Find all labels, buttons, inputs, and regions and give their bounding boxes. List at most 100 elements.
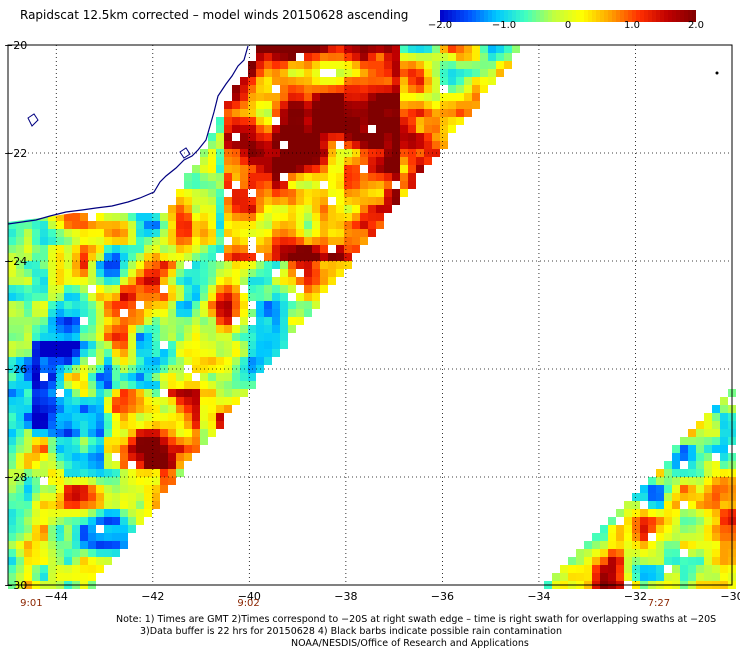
swath-cell (232, 157, 240, 165)
swath-cell (304, 157, 312, 165)
swath-cell (16, 269, 24, 277)
swath-cell (184, 269, 192, 277)
swath-cell (128, 405, 136, 413)
swath-cell (152, 397, 160, 405)
swath-cell (8, 469, 16, 477)
swath-cell (696, 501, 704, 509)
swath-cell (336, 269, 344, 277)
swath-cell (152, 445, 160, 453)
swath-cell (64, 477, 72, 485)
swath-cell (624, 549, 632, 557)
swath-cell (208, 221, 216, 229)
swath-cell (56, 493, 64, 501)
swath-cell (72, 277, 80, 285)
swath-cell (8, 501, 16, 509)
swath-cell (368, 117, 376, 125)
swath-cell (664, 485, 672, 493)
swath-cell (48, 381, 56, 389)
swath-cell (624, 501, 632, 509)
swath-cell (416, 101, 424, 109)
colorbar-tick-label: 2.0 (688, 20, 704, 31)
swath-cell (720, 493, 728, 501)
swath-cell (288, 285, 296, 293)
swath-cell (168, 261, 176, 269)
swath-cell (176, 205, 184, 213)
swath-cell (496, 61, 504, 69)
swath-cell (120, 285, 128, 293)
swath-cell (192, 405, 200, 413)
swath-cell (224, 309, 232, 317)
swath-cell (128, 501, 136, 509)
swath-cell (328, 157, 336, 165)
swath-cell (144, 429, 152, 437)
swath-cell (88, 221, 96, 229)
swath-cell (40, 309, 48, 317)
swath-cell (184, 421, 192, 429)
swath-cell (720, 573, 728, 581)
swath-cell (208, 301, 216, 309)
swath-cell (208, 213, 216, 221)
swath-cell (32, 421, 40, 429)
swath-cell (312, 181, 320, 189)
swath-cell (48, 525, 56, 533)
swath-cell (48, 269, 56, 277)
swath-cell (208, 205, 216, 213)
swath-cell (152, 413, 160, 421)
swath-cell (120, 293, 128, 301)
swath-cell (120, 381, 128, 389)
swath-cell (128, 293, 136, 301)
swath-cell (368, 165, 376, 173)
swath-cell (160, 413, 168, 421)
swath-cell (320, 53, 328, 61)
swath-cell (184, 325, 192, 333)
swath-cell (400, 93, 408, 101)
swath-cell (88, 485, 96, 493)
swath-cell (248, 197, 256, 205)
swath-cell (24, 373, 32, 381)
swath-cell (304, 213, 312, 221)
swath-cell (288, 61, 296, 69)
swath-cell (216, 221, 224, 229)
swath-cell (328, 101, 336, 109)
swath-cell (632, 501, 640, 509)
swath-cell (216, 269, 224, 277)
swath-cell (688, 469, 696, 477)
swath-cell (280, 237, 288, 245)
swath-cell (24, 261, 32, 269)
swath-cell (336, 53, 344, 61)
swath-cell (160, 485, 168, 493)
swath-cell (320, 269, 328, 277)
swath-cell (200, 181, 208, 189)
swath-cell (344, 133, 352, 141)
swath-cell (672, 573, 680, 581)
swath-cell (144, 509, 152, 517)
swath-cell (336, 133, 344, 141)
swath-cell (160, 349, 168, 357)
swath-cell (8, 317, 16, 325)
swath-cell (296, 301, 304, 309)
swath-cell (104, 549, 112, 557)
swath-cell (696, 453, 704, 461)
swath-cell (176, 317, 184, 325)
swath-cell (48, 541, 56, 549)
swath-cell (264, 213, 272, 221)
swath-cell (32, 541, 40, 549)
swath-cell (72, 229, 80, 237)
swath-cell (144, 389, 152, 397)
swath-cell (280, 157, 288, 165)
swath-cell (352, 45, 360, 53)
swath-cell (200, 165, 208, 173)
swath-cell (64, 485, 72, 493)
swath-cell (48, 485, 56, 493)
swath-cell (672, 501, 680, 509)
swath-cell (64, 469, 72, 477)
swath-cell (384, 109, 392, 117)
swath-cell (208, 405, 216, 413)
swath-cell (296, 141, 304, 149)
swath-cell (136, 317, 144, 325)
swath-cell (48, 533, 56, 541)
swath-cell (392, 165, 400, 173)
swath-cell (704, 557, 712, 565)
swath-cell (304, 293, 312, 301)
swath-cell (104, 373, 112, 381)
